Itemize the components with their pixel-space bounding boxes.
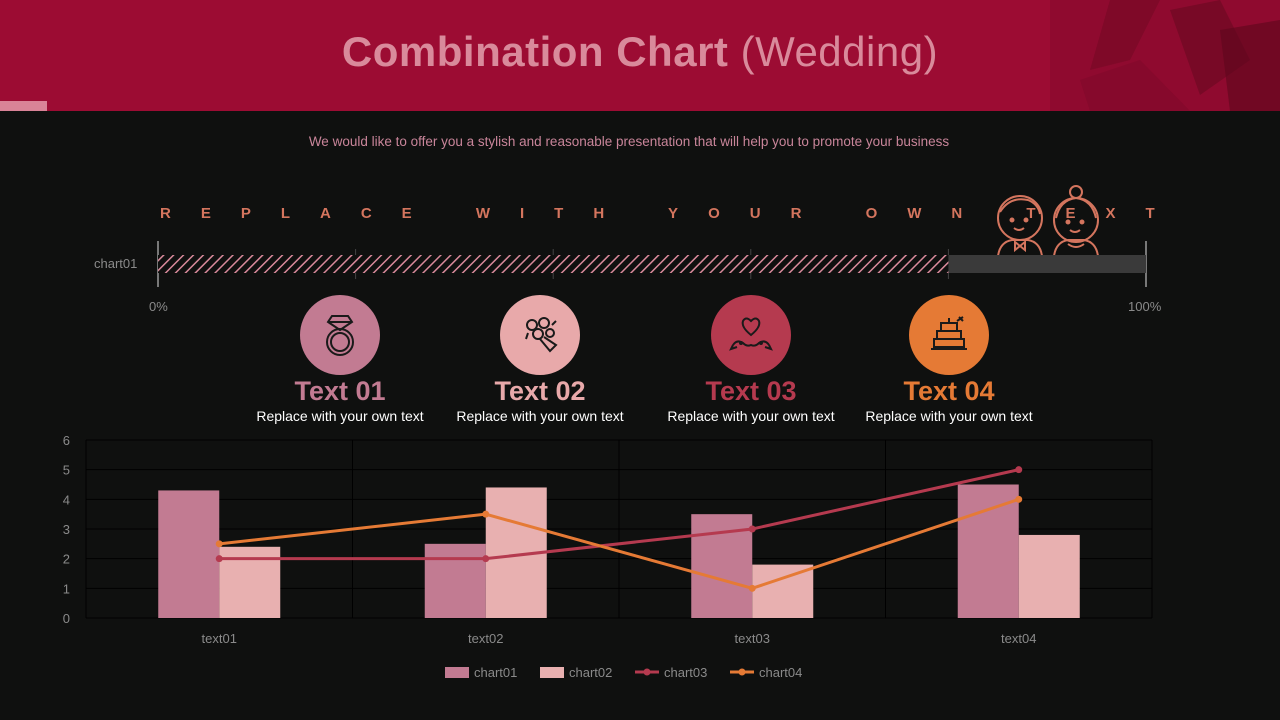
x-tick-label: text04 (1001, 631, 1036, 646)
heart-birds-icon (729, 317, 773, 351)
x-tick-label: text02 (468, 631, 503, 646)
progress-bar (157, 241, 1147, 287)
point-chart04 (482, 510, 490, 518)
progress-min-label: 0% (149, 299, 168, 314)
legend-swatch-chart01 (445, 667, 469, 678)
feature-title: Text 04 (903, 376, 995, 406)
feature-item-3: Text 03 Replace with your own text (651, 295, 851, 425)
feature-desc: Replace with your own text (256, 408, 424, 424)
point-chart03 (1015, 466, 1023, 474)
y-tick-label: 4 (63, 492, 70, 507)
y-tick-label: 6 (63, 433, 70, 448)
subtitle: We would like to offer you a stylish and… (308, 134, 950, 149)
legend-swatch-chart02 (540, 667, 564, 678)
bar-chart01 (424, 543, 486, 618)
y-tick-label: 0 (63, 611, 70, 626)
point-chart04 (748, 584, 756, 592)
feature-circle (711, 295, 791, 375)
y-tick-label: 3 (63, 522, 70, 537)
feature-desc: Replace with your own text (865, 408, 1033, 424)
bride-groom-icon (997, 185, 1099, 257)
bar-chart01 (158, 490, 220, 618)
feature-circle (300, 295, 380, 375)
ring-icon (326, 315, 354, 356)
x-tick-label: text03 (735, 631, 770, 646)
feature-circle (909, 295, 989, 375)
feature-title: Text 03 (705, 376, 797, 406)
legend-label-chart04: chart04 (759, 665, 802, 680)
legend-label-chart02: chart02 (569, 665, 612, 680)
feature-title: Text 02 (494, 376, 586, 406)
feature-item-1: Text 01 Replace with your own text (240, 295, 440, 425)
legend-marker-chart03 (643, 668, 651, 676)
y-tick-label: 1 (63, 581, 70, 596)
line-chart03 (219, 468, 1020, 561)
y-tick-label: 2 (63, 552, 70, 567)
bar-chart02 (752, 564, 814, 618)
accent-tab (0, 101, 47, 111)
legend-marker-chart04 (738, 668, 746, 676)
point-chart03 (748, 525, 756, 533)
feature-item-2: Text 02 Replace with your own text (440, 295, 640, 425)
point-chart03 (215, 555, 223, 563)
couple-photo-overlay (1050, 0, 1280, 111)
feature-desc: Replace with your own text (667, 408, 835, 424)
header-banner: Combination Chart (Wedding) (0, 0, 1280, 111)
point-chart04 (215, 540, 223, 548)
feature-desc: Replace with your own text (456, 408, 624, 424)
bouquet-icon (525, 317, 558, 353)
point-chart03 (482, 555, 490, 563)
legend-label-chart01: chart01 (474, 665, 517, 680)
bar-chart01 (957, 484, 1019, 618)
feature-title: Text 01 (294, 376, 386, 406)
line-chart04 (219, 497, 1020, 590)
progress-fill (158, 255, 949, 273)
feature-item-4: Text 04 Replace with your own text (849, 295, 1049, 425)
tagline: REPLACE WITH YOUR OWN TEXT (160, 205, 1185, 222)
page-title: Combination Chart (Wedding) (341, 28, 939, 75)
x-tick-label: text01 (202, 631, 237, 646)
point-chart04 (1015, 495, 1023, 503)
y-tick-label: 5 (63, 463, 70, 478)
progress-label: chart01 (94, 256, 138, 271)
combination-chart: 0 1 2 3 4 5 6 text01 text02 text03 text04 chart01 ch… (63, 433, 1153, 680)
legend-label-chart03: chart03 (664, 665, 707, 680)
feature-circle (500, 295, 580, 375)
bar-chart02 (1018, 534, 1080, 618)
progress-max-label: 100% (1128, 299, 1162, 314)
wedding-cake-icon (931, 316, 967, 350)
